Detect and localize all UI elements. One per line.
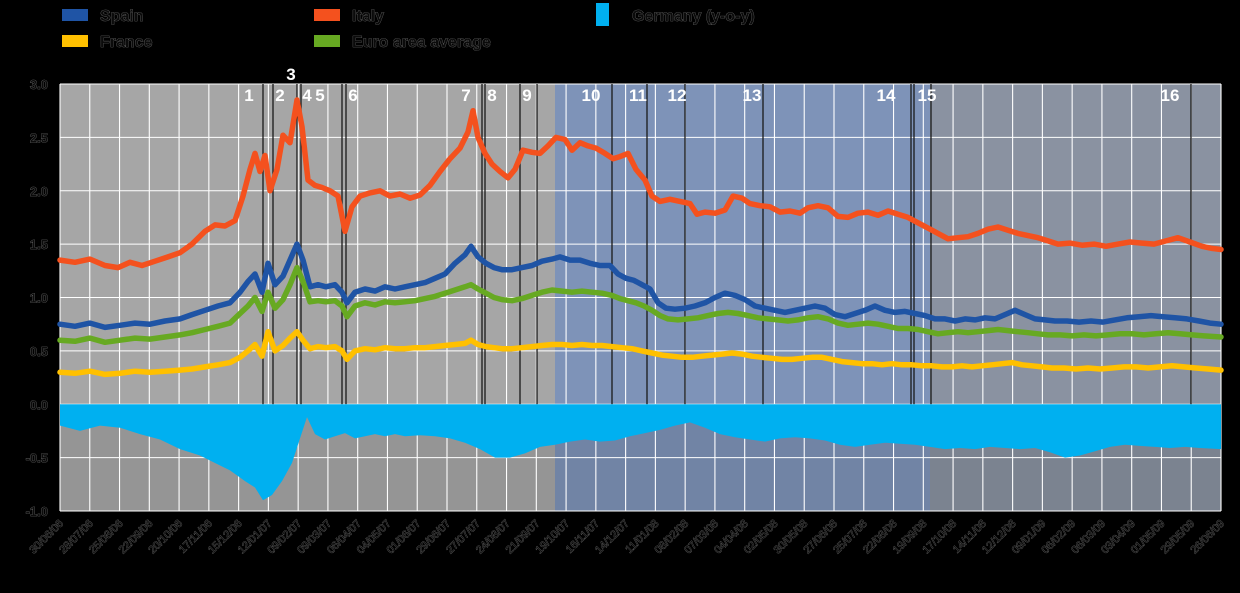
legend-swatch-line [314,35,340,47]
event-number-14: 14 [877,86,896,105]
event-number-11: 11 [629,86,647,105]
event-number-2: 2 [275,86,284,105]
legend-item-italy: Italy [314,8,384,25]
event-number-4: 4 [302,86,312,105]
event-number-3: 3 [286,65,295,84]
event-number-7: 7 [461,86,470,105]
y-axis-label: -0.5 [26,451,48,466]
y-axis-label: 0.5 [30,344,48,359]
y-axis-labels: 3.0 2.5 2.0 1.5 1.0 0.5 0.0 -0.5 -1.0 [25,77,48,520]
germany-yoy-area [60,404,1221,501]
event-number-1: 1 [244,86,253,105]
legend-label: Italy [352,8,384,25]
legend-swatch-area [596,3,609,26]
series-line-spain [57,241,1224,331]
legend-label: France [100,34,153,51]
event-numbers: 1 234 5 6 7 8 9 10 11 12 13 14 15 16 [244,65,1179,105]
legend-item-euro-area-average: Euro area average [314,34,491,51]
legend-label: Euro area average [352,34,491,51]
event-number-15: 15 [918,86,937,105]
legend: Spain Italy Germany (y-o-y) France Euro area… [62,3,755,51]
y-axis-label: 1.0 [30,291,48,306]
legend-swatch-line [314,9,340,21]
legend-label: Spain [100,8,144,25]
event-number-9: 9 [522,86,531,105]
event-number-16: 16 [1161,86,1180,105]
y-axis-label: 2.5 [30,130,48,145]
event-number-6: 6 [348,86,357,105]
event-number-10: 10 [582,86,601,105]
series-line-euro-area-average [57,264,1224,346]
legend-label: Germany (y-o-y) [632,8,755,25]
y-axis-label: 3.0 [30,77,48,92]
series-line-italy [57,97,1224,271]
y-axis-label: -1.0 [26,504,48,519]
event-number-12: 12 [668,86,687,105]
y-axis-label: 0.0 [30,397,48,412]
legend-item-germany-y-o-y-: Germany (y-o-y) [596,3,755,26]
legend-item-spain: Spain [62,8,144,25]
event-number-13: 13 [743,86,762,105]
legend-swatch-line [62,9,88,21]
event-number-5: 5 [315,86,324,105]
legend-item-france: France [62,34,153,51]
x-axis-labels: 30/06/0628/07/0625/08/0622/09/0620/10/06… [27,517,1227,556]
y-axis-label: 2.0 [30,184,48,199]
event-number-8: 8 [487,86,496,105]
series-line-france [57,328,1224,378]
legend-swatch-line [62,35,88,47]
y-axis-label: 1.5 [30,237,48,252]
